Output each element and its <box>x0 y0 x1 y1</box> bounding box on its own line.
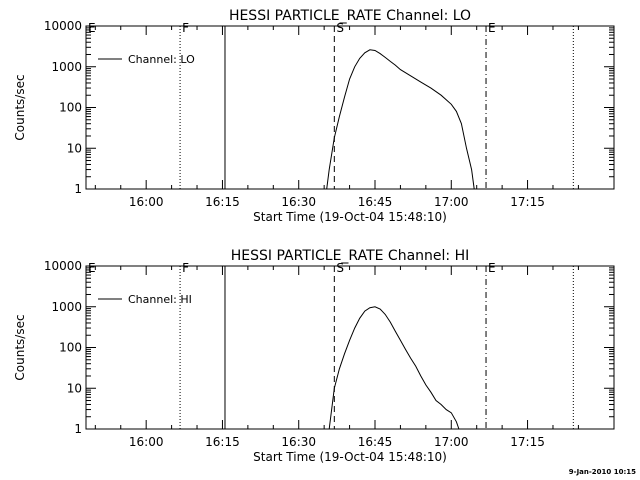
x-axis-label: Start Time (19-Oct-04 15:48:10) <box>253 210 447 224</box>
x-tick-label: 16:45 <box>358 435 393 449</box>
plot-frame <box>85 25 615 190</box>
event-marker-label: E <box>488 261 496 275</box>
y-tick-label: 1 <box>74 422 82 436</box>
y-tick-label: 1000 <box>51 300 82 314</box>
y-axis-label: Counts/sec <box>13 74 27 140</box>
x-tick-label: 16:00 <box>129 435 164 449</box>
event-marker-label: S <box>336 261 344 275</box>
chart-title: HESSI PARTICLE_RATE Channel: LO <box>229 8 471 24</box>
legend-entry: Channel: HI <box>128 293 192 306</box>
y-tick-label: 10000 <box>44 259 82 273</box>
y-tick-label: 1000 <box>51 60 82 74</box>
chart-title: HESSI PARTICLE_RATE Channel: HI <box>231 248 469 264</box>
event-marker-label: E <box>88 21 96 35</box>
y-tick-label: 10 <box>67 141 82 155</box>
y-tick-label: 1 <box>74 182 82 196</box>
y-axis-label: Counts/sec <box>13 314 27 380</box>
x-tick-label: 17:15 <box>510 435 545 449</box>
x-tick-label: 16:45 <box>358 195 393 209</box>
panel-lo: HESSI PARTICLE_RATE Channel: LO E F S E 1 10 10… <box>13 8 615 224</box>
event-marker-label: E <box>88 261 96 275</box>
series-line <box>326 49 475 190</box>
x-tick-label: 16:15 <box>205 435 240 449</box>
x-tick-label: 16:15 <box>205 195 240 209</box>
y-tick-label: 100 <box>59 341 82 355</box>
footer-timestamp: 9-Jan-2010 10:15 <box>569 468 636 476</box>
x-tick-label: 17:15 <box>510 195 545 209</box>
series-line <box>328 306 460 430</box>
y-tick-label: 10000 <box>44 19 82 33</box>
x-tick-label: 16:30 <box>281 435 316 449</box>
x-tick-label: 16:30 <box>281 195 316 209</box>
plot-frame <box>85 265 615 430</box>
y-tick-label: 100 <box>59 101 82 115</box>
y-tick-label: 10 <box>67 381 82 395</box>
event-marker-label: F <box>182 261 189 275</box>
x-tick-label: 16:00 <box>129 195 164 209</box>
x-axis-label: Start Time (19-Oct-04 15:48:10) <box>253 450 447 464</box>
event-marker-label: E <box>488 21 496 35</box>
event-marker-label: S <box>336 21 344 35</box>
x-tick-label: 17:00 <box>434 195 469 209</box>
x-tick-label: 17:00 <box>434 435 469 449</box>
legend-entry: Channel: LO <box>128 53 195 66</box>
panel-hi: HESSI PARTICLE_RATE Channel: HI E F S E 1 10 10… <box>13 248 615 464</box>
event-marker-label: F <box>182 21 189 35</box>
